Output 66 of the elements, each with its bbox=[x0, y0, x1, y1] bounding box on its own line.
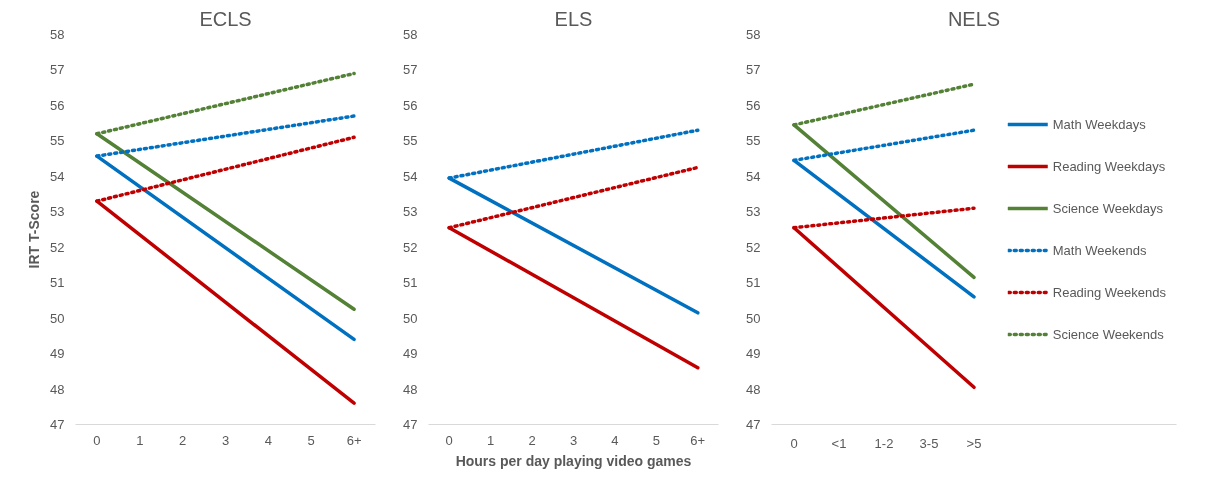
legend-label: Science Weekends bbox=[1052, 326, 1164, 342]
y-tick-label: 51 bbox=[50, 275, 65, 291]
y-tick-label: 54 bbox=[403, 168, 418, 184]
y-tick-label: 58 bbox=[50, 27, 65, 42]
y-tick-label: 56 bbox=[403, 97, 418, 113]
legend-label: Science Weekdays bbox=[1052, 200, 1164, 216]
y-tick-label: 47 bbox=[746, 417, 761, 432]
y-tick-label: 53 bbox=[403, 204, 418, 220]
y-tick-label: 58 bbox=[746, 27, 761, 42]
y-tick-label: 49 bbox=[403, 346, 418, 362]
y-tick-label: 52 bbox=[50, 239, 65, 255]
y-tick-label: 57 bbox=[50, 62, 65, 78]
x-tick-label: 2 bbox=[179, 432, 187, 448]
x-tick-label: 0 bbox=[445, 432, 453, 448]
y-tick-label: 50 bbox=[403, 310, 418, 326]
y-tick-label: 54 bbox=[50, 168, 65, 184]
x-tick-label: 3 bbox=[221, 432, 230, 448]
y-tick-label: 52 bbox=[746, 239, 761, 255]
y-tick-label: 53 bbox=[50, 204, 65, 220]
x-tick-label: 3 bbox=[569, 432, 578, 448]
y-tick-label: 55 bbox=[50, 133, 65, 149]
y-tick-label: 49 bbox=[746, 346, 761, 362]
legend-label: Math Weekdays bbox=[1052, 116, 1146, 132]
x-tick-label: 4 bbox=[611, 432, 619, 448]
y-axis-title: IRT T-Score bbox=[26, 190, 43, 269]
y-tick-label: 47 bbox=[403, 417, 418, 432]
y-tick-label: 48 bbox=[403, 381, 418, 397]
x-tick-label: 1 bbox=[136, 432, 144, 448]
x-tick-label: 0 bbox=[93, 432, 101, 448]
x-tick-label: 2 bbox=[528, 432, 536, 448]
chart-title: NELS bbox=[947, 7, 1001, 30]
y-tick-label: 54 bbox=[746, 168, 761, 184]
x-tick-label: <1 bbox=[831, 435, 847, 451]
legend-label: Reading Weekdays bbox=[1052, 158, 1166, 174]
x-tick-label: 1 bbox=[487, 432, 495, 448]
x-tick-label: 6+ bbox=[690, 432, 706, 448]
y-tick-label: 58 bbox=[403, 27, 418, 42]
y-tick-label: 48 bbox=[746, 381, 761, 397]
x-tick-label: 6+ bbox=[346, 432, 362, 448]
x-tick-label: 0 bbox=[790, 435, 798, 451]
y-tick-label: 51 bbox=[403, 275, 418, 291]
x-tick-label: >5 bbox=[966, 435, 982, 451]
y-tick-label: 52 bbox=[403, 239, 418, 255]
x-tick-label: 1-2 bbox=[874, 435, 894, 451]
x-tick-label: 3-5 bbox=[919, 435, 939, 451]
legend-label: Math Weekends bbox=[1052, 242, 1147, 258]
y-tick-label: 57 bbox=[403, 62, 418, 78]
y-tick-label: 55 bbox=[403, 133, 418, 149]
x-tick-label: 5 bbox=[652, 432, 660, 448]
x-tick-label: 4 bbox=[264, 432, 272, 448]
y-tick-label: 47 bbox=[50, 417, 65, 432]
y-tick-label: 51 bbox=[746, 275, 761, 291]
x-axis-title: Hours per day playing video games bbox=[455, 452, 692, 469]
chart-title: ELS bbox=[554, 7, 593, 30]
y-tick-label: 50 bbox=[746, 310, 761, 326]
legend-label: Reading Weekends bbox=[1052, 284, 1166, 300]
y-tick-label: 55 bbox=[746, 133, 761, 149]
y-tick-label: 50 bbox=[50, 310, 65, 326]
y-tick-label: 53 bbox=[746, 204, 761, 220]
y-tick-label: 48 bbox=[50, 381, 65, 397]
y-tick-label: 56 bbox=[746, 97, 761, 113]
y-tick-label: 57 bbox=[746, 62, 761, 78]
chart-title: ECLS bbox=[199, 7, 252, 30]
x-tick-label: 5 bbox=[307, 432, 315, 448]
y-tick-label: 56 bbox=[50, 97, 65, 113]
y-tick-label: 49 bbox=[50, 346, 65, 362]
